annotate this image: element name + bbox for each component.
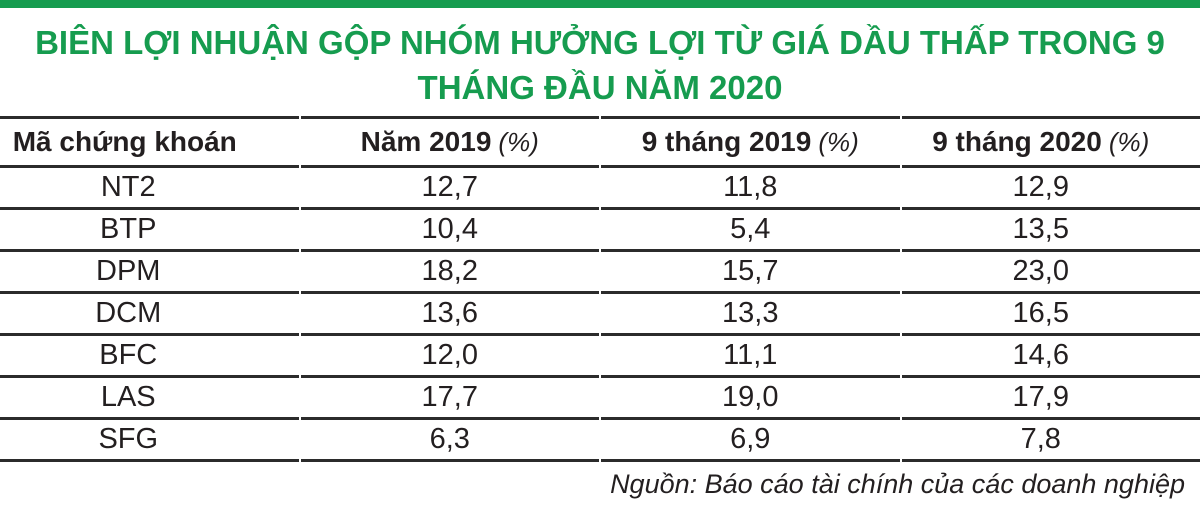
value-cell: 7,8 xyxy=(901,420,1200,462)
value-cell: 12,9 xyxy=(901,168,1200,210)
value-cell: 13,5 xyxy=(901,210,1200,252)
value-cell: 17,7 xyxy=(300,378,599,420)
value-cell: 11,8 xyxy=(601,168,900,210)
ticker-cell: DPM xyxy=(0,252,299,294)
ticker-cell: BFC xyxy=(0,336,299,378)
table-row: DPM 18,2 15,7 23,0 xyxy=(0,252,1200,294)
column-header-ticker: Mã chứng khoán xyxy=(0,116,299,168)
value-cell: 13,3 xyxy=(601,294,900,336)
value-cell: 6,9 xyxy=(601,420,900,462)
value-cell: 18,2 xyxy=(300,252,599,294)
accent-bar xyxy=(0,0,1200,8)
value-cell: 5,4 xyxy=(601,210,900,252)
value-cell: 11,1 xyxy=(601,336,900,378)
value-cell: 16,5 xyxy=(901,294,1200,336)
table-row: BFC 12,0 11,1 14,6 xyxy=(0,336,1200,378)
table-row: LAS 17,7 19,0 17,9 xyxy=(0,378,1200,420)
column-header-9m-2020: 9 tháng 2020 (%) xyxy=(901,116,1200,168)
page-title-line1: BIÊN LỢI NHUẬN GỘP NHÓM HƯỞNG LỢI TỪ GIÁ… xyxy=(35,24,1165,61)
margin-table: Mã chứng khoán Năm 2019 (%) 9 tháng 2019(… xyxy=(0,116,1200,462)
value-cell: 13,6 xyxy=(300,294,599,336)
value-cell: 14,6 xyxy=(901,336,1200,378)
ticker-cell: NT2 xyxy=(0,168,299,210)
ticker-cell: SFG xyxy=(0,420,299,462)
table-row: DCM 13,6 13,3 16,5 xyxy=(0,294,1200,336)
table-row: NT2 12,7 11,8 12,9 xyxy=(0,168,1200,210)
value-cell: 12,0 xyxy=(300,336,599,378)
value-cell: 17,9 xyxy=(901,378,1200,420)
header-row: Mã chứng khoán Năm 2019 (%) 9 tháng 2019(… xyxy=(0,116,1200,168)
ticker-cell: DCM xyxy=(0,294,299,336)
column-header-year-2019: Năm 2019 (%) xyxy=(300,116,599,168)
ticker-cell: LAS xyxy=(0,378,299,420)
column-header-9m-2019: 9 tháng 2019 (%) xyxy=(601,116,900,168)
ticker-cell: BTP xyxy=(0,210,299,252)
page-title-line2: THÁNG ĐẦU NĂM 2020 xyxy=(417,69,783,106)
value-cell: 19,0 xyxy=(601,378,900,420)
table-row: BTP 10,4 5,4 13,5 xyxy=(0,210,1200,252)
value-cell: 23,0 xyxy=(901,252,1200,294)
value-cell: 15,7 xyxy=(601,252,900,294)
value-cell: 6,3 xyxy=(300,420,599,462)
page-title: BIÊN LỢI NHUẬN GỘP NHÓM HƯỞNG LỢI TỪ GIÁ… xyxy=(0,8,1200,110)
value-cell: 12,7 xyxy=(300,168,599,210)
value-cell: 10,4 xyxy=(300,210,599,252)
source-note: Nguồn: Báo cáo tài chính của các doanh n… xyxy=(610,469,1185,499)
table-row: SFG 6,3 6,9 7,8 xyxy=(0,420,1200,462)
